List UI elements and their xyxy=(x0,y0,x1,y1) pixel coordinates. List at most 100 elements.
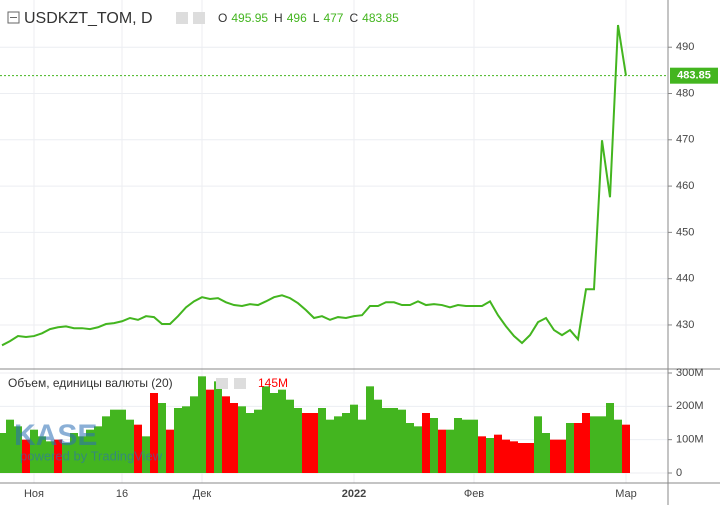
x-tick-label: Фев xyxy=(464,488,484,500)
volume-bar xyxy=(102,416,110,473)
ohlc-key: C xyxy=(349,11,358,25)
volume-bar xyxy=(406,423,414,473)
settings-icon[interactable] xyxy=(193,12,205,24)
volume-bar xyxy=(438,429,446,473)
volume-bar xyxy=(182,406,190,473)
volume-title: Объем, единицы валюты (20) xyxy=(8,376,173,390)
settings-icon[interactable] xyxy=(176,12,188,24)
volume-bar xyxy=(110,409,118,473)
volume-bar xyxy=(166,429,174,473)
volume-bar xyxy=(598,416,606,473)
volume-bar xyxy=(414,426,422,473)
y-tick-label: 100M xyxy=(676,434,704,446)
ohlc-key: O xyxy=(218,11,227,25)
ohlc-key: L xyxy=(313,11,320,25)
volume-bar xyxy=(334,416,342,473)
x-tick-label: Дек xyxy=(193,488,212,500)
volume-bar xyxy=(14,426,22,473)
volume-bar xyxy=(342,413,350,473)
volume-bar xyxy=(526,443,534,473)
volume-last: 145M xyxy=(258,376,288,390)
price-line xyxy=(1,24,627,347)
ohlc-value: 496 xyxy=(287,11,307,25)
volume-bar xyxy=(294,408,302,473)
volume-bar xyxy=(382,408,390,473)
volume-bar xyxy=(350,404,358,473)
volume-bar xyxy=(582,413,590,473)
volume-bar xyxy=(614,419,622,473)
volume-bar xyxy=(286,399,294,473)
ohlc: O 495.95 H 496 L 477 C 483.85 xyxy=(218,11,399,25)
volume-bar xyxy=(518,443,526,473)
volume-bar xyxy=(214,381,222,473)
x-tick-label: Мар xyxy=(615,488,637,500)
volume-bar xyxy=(150,393,158,473)
y-tick-label: 0 xyxy=(676,467,682,479)
volume-bar xyxy=(302,413,310,473)
volume-bar xyxy=(422,413,430,473)
volume-bar xyxy=(230,403,238,473)
y-tick-label: 460 xyxy=(676,180,694,192)
volume-bar xyxy=(622,424,630,473)
y-tick-label: 480 xyxy=(676,87,694,99)
volume-bar xyxy=(46,441,54,473)
volume-bar xyxy=(574,423,582,473)
volume-bar xyxy=(510,441,518,473)
volume-bar xyxy=(222,396,230,473)
ohlc-value: 495.95 xyxy=(231,11,268,25)
volume-bar xyxy=(134,424,142,473)
volume-bar xyxy=(454,418,462,473)
volume-bar xyxy=(430,418,438,473)
volume-bar xyxy=(94,426,102,473)
volume-bar xyxy=(550,439,558,473)
volume-bar xyxy=(486,438,494,473)
y-tick-label: 450 xyxy=(676,226,694,238)
volume-bar xyxy=(78,436,86,473)
volume-bar xyxy=(494,434,502,473)
x-tick-label: 16 xyxy=(116,488,128,500)
volume-bar xyxy=(542,433,550,473)
volume-bar xyxy=(246,413,254,473)
volume-bar xyxy=(310,413,318,473)
volume-bar xyxy=(270,393,278,473)
watermark: KASE xyxy=(14,419,97,452)
volume-bar xyxy=(502,439,510,473)
volume-bar xyxy=(62,443,70,473)
volume-bar xyxy=(118,409,126,473)
volume-bar xyxy=(398,409,406,473)
volume-bar xyxy=(70,433,78,473)
volume-bar xyxy=(366,386,374,473)
volume-bar xyxy=(6,419,14,473)
volume-bar xyxy=(358,419,366,473)
y-tick-label: 490 xyxy=(676,41,694,53)
volume-bar xyxy=(158,403,166,473)
volume-bar xyxy=(534,416,542,473)
y-tick-label: 470 xyxy=(676,134,694,146)
volume-bar xyxy=(590,416,598,473)
settings-icon[interactable] xyxy=(216,378,228,389)
ohlc-value: 477 xyxy=(323,11,343,25)
last-price-box xyxy=(670,67,718,84)
volume-bar xyxy=(470,419,478,473)
volume-bar xyxy=(206,389,214,473)
x-tick-label: 2022 xyxy=(342,488,366,500)
volume-bar xyxy=(126,419,134,473)
volume-bar xyxy=(390,408,398,473)
volume-bar xyxy=(566,423,574,473)
volume-bar xyxy=(254,409,262,473)
volume-bar xyxy=(30,429,38,473)
volume-bar xyxy=(262,386,270,473)
volume-bar xyxy=(374,399,382,473)
collapse-icon[interactable] xyxy=(7,11,20,24)
x-tick-label: Ноя xyxy=(24,488,44,500)
volume-bar xyxy=(238,406,246,473)
volume-bar xyxy=(198,376,206,473)
volume-bar xyxy=(142,436,150,473)
ohlc-value: 483.85 xyxy=(362,11,399,25)
volume-bar xyxy=(558,439,566,473)
volume-bar xyxy=(446,429,454,473)
volume-bar xyxy=(0,433,6,473)
close-icon[interactable] xyxy=(234,378,246,389)
volume-bar xyxy=(22,439,30,473)
